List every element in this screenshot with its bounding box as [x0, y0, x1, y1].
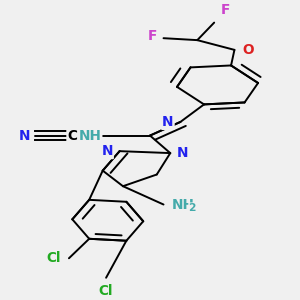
Text: N: N: [177, 146, 188, 160]
Text: C: C: [68, 129, 77, 142]
Text: F: F: [221, 3, 230, 17]
Text: N: N: [162, 115, 174, 129]
Text: Cl: Cl: [46, 251, 61, 265]
Text: 2: 2: [188, 202, 196, 213]
Text: O: O: [242, 43, 254, 57]
Text: Cl: Cl: [99, 284, 113, 298]
Text: N: N: [18, 129, 30, 142]
Text: N: N: [101, 144, 113, 158]
Text: NH: NH: [172, 197, 194, 212]
Text: F: F: [147, 29, 157, 43]
Text: NH: NH: [79, 129, 101, 142]
